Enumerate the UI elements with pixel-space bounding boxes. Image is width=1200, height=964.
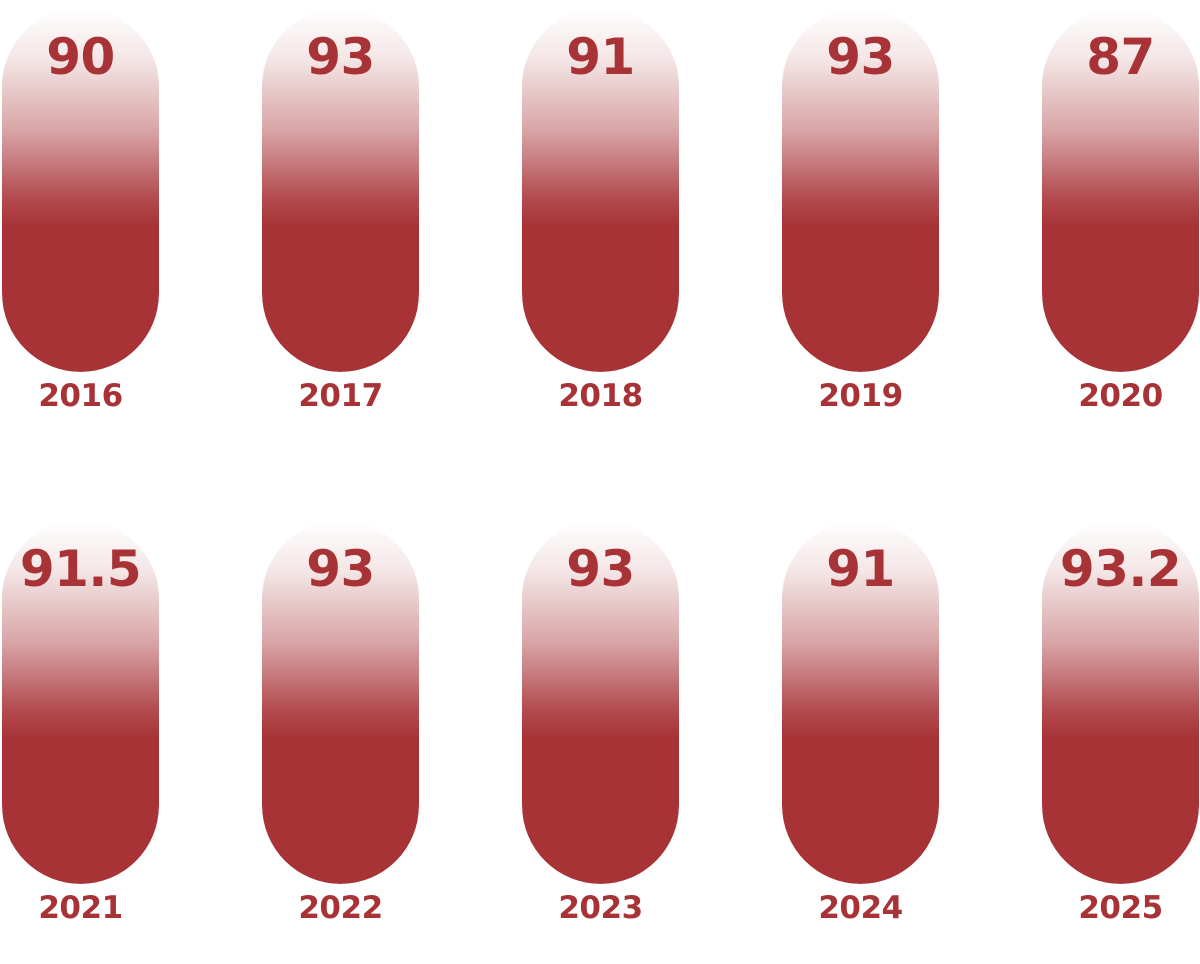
pill-bar (1042, 8, 1199, 372)
pill-card-2022: 93 2022 (262, 512, 419, 952)
pill-bar (2, 520, 159, 884)
year-label: 2017 (298, 378, 383, 414)
year-label: 2019 (818, 378, 903, 414)
pill-fill (522, 8, 679, 372)
year-label: 2018 (558, 378, 643, 414)
year-label: 2016 (38, 378, 123, 414)
pill-card-2024: 91 2024 (782, 512, 939, 952)
value-label: 90 (46, 28, 115, 86)
pill-card-2019: 93 2019 (782, 0, 939, 440)
pill-bar (522, 8, 679, 372)
value-label: 93.2 (1059, 540, 1182, 598)
pill-card-2017: 93 2017 (262, 0, 419, 440)
value-label: 91.5 (19, 540, 142, 598)
pill-fill (782, 8, 939, 372)
value-label: 87 (1086, 28, 1155, 86)
value-label: 91 (826, 540, 895, 598)
pill-fill (1042, 520, 1199, 884)
pill-fill (522, 520, 679, 884)
pill-fill (262, 520, 419, 884)
pill-card-2021: 91.5 2021 (2, 512, 159, 952)
value-label: 93 (306, 28, 375, 86)
value-label: 93 (306, 540, 375, 598)
pill-card-2018: 91 2018 (522, 0, 679, 440)
pill-fill (2, 8, 159, 372)
pill-bar (782, 520, 939, 884)
value-label: 93 (566, 540, 635, 598)
pill-fill (262, 8, 419, 372)
pill-card-2020: 87 2020 (1042, 0, 1199, 440)
year-label: 2020 (1078, 378, 1163, 414)
pill-fill (1042, 8, 1199, 372)
pill-fill (782, 520, 939, 884)
pill-bar (262, 520, 419, 884)
value-label: 93 (826, 28, 895, 86)
year-label: 2023 (558, 890, 643, 926)
pill-bar (262, 8, 419, 372)
pill-bar (782, 8, 939, 372)
year-label: 2021 (38, 890, 123, 926)
pill-card-2016: 90 2016 (2, 0, 159, 440)
pill-card-2023: 93 2023 (522, 512, 679, 952)
year-label: 2022 (298, 890, 383, 926)
year-label: 2025 (1078, 890, 1163, 926)
pill-bar (2, 8, 159, 372)
pill-fill (2, 520, 159, 884)
pill-card-2025: 93.2 2025 (1042, 512, 1199, 952)
pill-bar (1042, 520, 1199, 884)
pill-bar (522, 520, 679, 884)
value-label: 91 (566, 28, 635, 86)
year-label: 2024 (818, 890, 903, 926)
